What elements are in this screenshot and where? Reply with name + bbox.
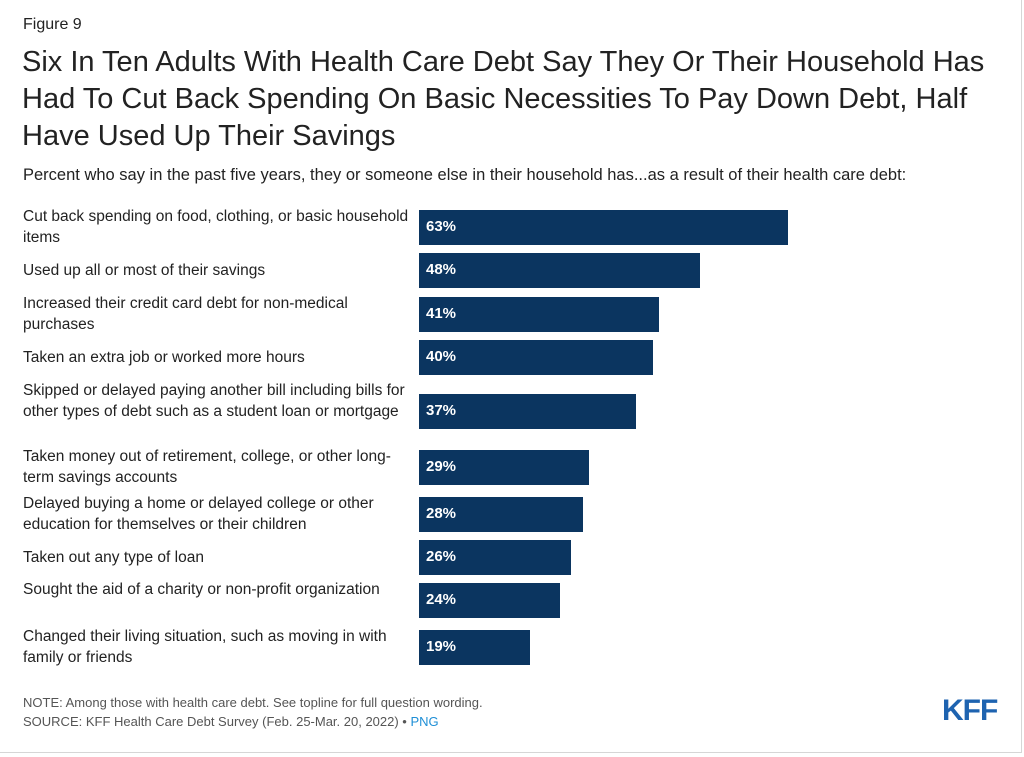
source-line: SOURCE: KFF Health Care Debt Survey (Feb… — [23, 712, 483, 731]
source-text: SOURCE: KFF Health Care Debt Survey (Feb… — [23, 714, 411, 729]
png-download-link[interactable]: PNG — [410, 714, 439, 729]
chart-subtitle: Percent who say in the past five years, … — [23, 166, 907, 184]
note-text: NOTE: Among those with health care debt.… — [23, 695, 483, 710]
chart-title: Six In Ten Adults With Health Care Debt … — [22, 46, 985, 152]
kff-logo: KFF — [942, 694, 998, 727]
chart-footnote: NOTE: Among those with health care debt.… — [23, 693, 483, 731]
figure-label: Figure 9 — [23, 16, 82, 33]
